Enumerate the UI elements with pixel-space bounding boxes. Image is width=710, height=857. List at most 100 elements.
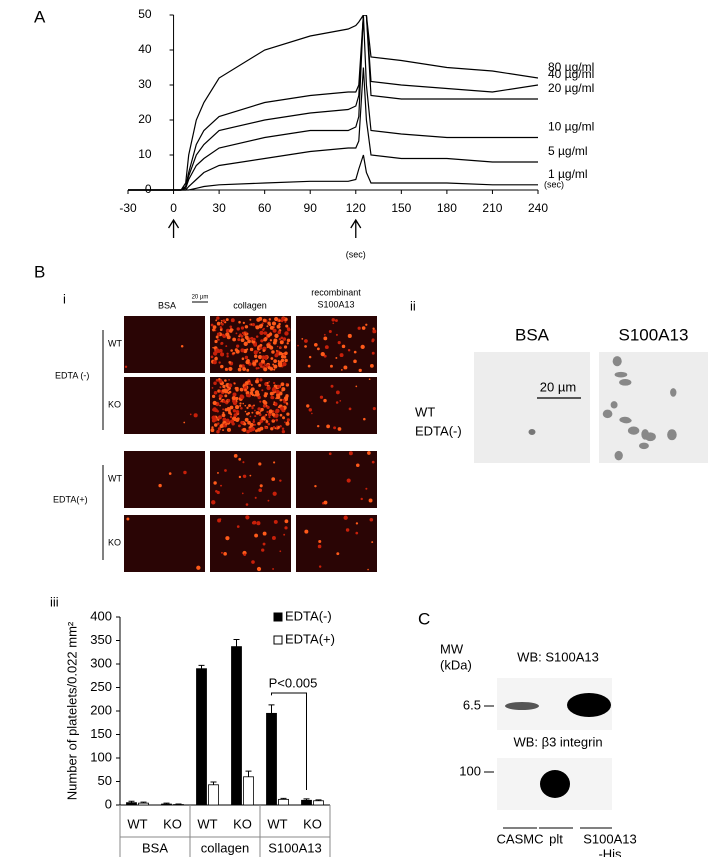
cell	[259, 330, 264, 336]
scale-label: 20 µm	[192, 295, 209, 301]
micrograph	[124, 451, 205, 508]
micrograph	[210, 515, 291, 572]
column-label: S100A13	[619, 325, 689, 344]
cell	[347, 333, 352, 338]
cell	[215, 335, 219, 339]
cell	[255, 379, 259, 384]
blot-title: WB: S100A13	[517, 649, 599, 664]
cell	[248, 382, 252, 385]
cell	[232, 392, 237, 397]
error-bar	[280, 797, 287, 800]
cell	[308, 355, 312, 359]
cell	[224, 379, 227, 382]
bar	[208, 784, 219, 806]
cell	[355, 385, 358, 388]
cell	[285, 402, 289, 405]
cell	[217, 471, 219, 474]
lane-label: CASMC	[497, 831, 544, 846]
cell	[216, 429, 220, 434]
cell	[320, 352, 325, 357]
cell	[235, 332, 238, 335]
cell	[262, 318, 267, 323]
cell	[255, 335, 259, 338]
cell	[314, 484, 317, 488]
cell	[216, 490, 220, 495]
cell	[255, 367, 259, 370]
cell	[219, 325, 222, 329]
column-label: collagen	[233, 300, 267, 310]
y-axis-label: Number of platelets/0.022 mm²	[64, 621, 79, 800]
x-tick-label: 240	[528, 201, 548, 215]
cell	[274, 353, 279, 358]
cell	[284, 519, 289, 524]
platelet	[644, 432, 656, 442]
cell	[265, 420, 269, 423]
cell	[254, 533, 259, 538]
bar	[196, 668, 207, 806]
cell	[251, 323, 256, 327]
significance-bracket	[271, 692, 307, 790]
cell	[335, 333, 338, 336]
micrograph	[296, 377, 377, 434]
cell	[286, 418, 290, 422]
bar	[243, 776, 254, 806]
cell	[242, 402, 245, 405]
cell	[272, 425, 276, 429]
cell	[244, 325, 249, 329]
x-tick-label: 210	[482, 201, 502, 215]
cell	[232, 409, 237, 413]
cell	[217, 422, 220, 425]
bar	[231, 646, 242, 806]
cell	[317, 544, 322, 549]
cell	[240, 348, 245, 353]
cell	[263, 327, 265, 330]
cell	[225, 345, 228, 348]
y-tick-label: 150	[90, 726, 112, 741]
arrow	[350, 218, 362, 238]
cell	[286, 412, 290, 416]
cell	[335, 357, 338, 359]
cell	[225, 423, 227, 426]
cell	[238, 320, 241, 324]
cell	[266, 381, 269, 385]
marker-label: 100	[459, 763, 481, 778]
cell	[250, 387, 255, 392]
x-tick-label: 30	[212, 201, 226, 215]
cell	[218, 348, 223, 353]
cell	[284, 319, 287, 322]
cell	[242, 474, 247, 479]
micrograph	[210, 451, 291, 508]
cell	[271, 321, 277, 326]
cell	[168, 472, 172, 475]
cell	[371, 460, 375, 464]
cell	[220, 352, 225, 357]
cell	[272, 328, 277, 333]
cell	[246, 412, 249, 416]
cell	[254, 390, 260, 395]
cell	[271, 412, 276, 417]
cell	[368, 498, 373, 503]
cell	[276, 384, 281, 389]
cell	[211, 386, 214, 389]
cell	[222, 429, 225, 432]
cell	[278, 319, 281, 322]
cell	[221, 413, 226, 418]
series-label: 5 µg/ml	[548, 144, 588, 158]
cell	[213, 423, 218, 427]
cell	[223, 420, 227, 425]
cell	[222, 411, 225, 414]
cell	[227, 398, 231, 402]
blot-title: WB: β3 integrin	[513, 734, 602, 749]
cell	[234, 404, 240, 410]
condition-label: EDTA (-)	[55, 370, 89, 380]
cell	[219, 404, 221, 407]
cell	[249, 422, 254, 427]
cell	[258, 462, 262, 466]
cell	[224, 408, 228, 412]
cell	[238, 364, 243, 368]
cell	[158, 483, 162, 488]
cell	[258, 488, 263, 493]
cell	[227, 408, 231, 412]
y-tick-label: 0	[145, 182, 152, 196]
cell	[361, 326, 366, 330]
